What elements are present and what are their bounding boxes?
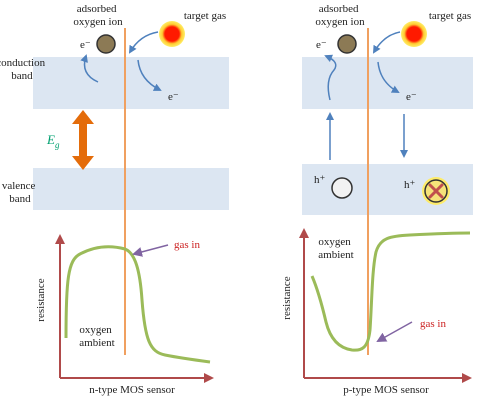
p-type-panel: adsorbed oxygen ion target gas e⁻ e⁻ h⁺ … — [281, 3, 473, 396]
p-hole-left — [331, 177, 353, 199]
n-gas-arrow — [128, 31, 159, 54]
n-resistance-curve — [64, 245, 211, 364]
band-gap-arrow — [72, 110, 94, 170]
n-type-panel: Eg conduction band valence band adsorbed… — [0, 3, 229, 396]
p-resistance-curve — [310, 231, 471, 352]
n-caption: n-type MOS sensor — [89, 384, 175, 396]
p-hole-right-label: h⁺ — [404, 179, 416, 191]
p-electron-up-arrow — [324, 54, 337, 101]
n-electron-top: e⁻ — [80, 39, 91, 51]
n-gas-in-label: gas in — [174, 239, 200, 251]
n-valence-band — [33, 168, 229, 210]
n-ambient-label: oxygen ambient — [79, 324, 114, 349]
band-gap-label: Eg — [46, 132, 60, 150]
n-gas-in-arrow — [132, 244, 169, 257]
p-ambient-label: oxygen ambient — [318, 236, 353, 261]
p-hole-right — [424, 179, 448, 203]
n-oxygen-ion — [96, 34, 116, 54]
n-electron-band: e⁻ — [168, 91, 179, 103]
p-caption: p-type MOS sensor — [343, 384, 429, 396]
p-electron-down-arrow — [377, 61, 400, 93]
p-target-gas-ball — [401, 21, 427, 47]
p-gas-in-arrow — [376, 321, 413, 342]
p-resistance-label: resistance — [281, 276, 293, 319]
p-gas-in-label: gas in — [420, 318, 446, 330]
p-adsorbed-label: adsorbed oxygen ion — [315, 3, 365, 28]
conduction-band-label: conduction band — [0, 57, 48, 82]
n-electron-down-arrow — [137, 59, 162, 91]
p-target-gas-label: target gas — [429, 10, 471, 22]
n-target-gas-ball — [159, 21, 185, 47]
p-gas-arrow — [372, 31, 401, 54]
n-electron-up-arrow — [80, 54, 99, 83]
p-electron-top: e⁻ — [316, 39, 327, 51]
valence-band-label: valence band — [2, 180, 38, 205]
p-hole-left-label: h⁺ — [314, 174, 326, 186]
n-resistance-label: resistance — [35, 278, 47, 321]
p-electron-band: e⁻ — [406, 91, 417, 103]
cross-icon — [428, 183, 444, 199]
p-oxygen-ion — [337, 34, 357, 54]
n-conduction-band — [33, 57, 229, 109]
n-adsorbed-label: adsorbed oxygen ion — [73, 3, 123, 28]
n-target-gas-label: target gas — [184, 10, 226, 22]
